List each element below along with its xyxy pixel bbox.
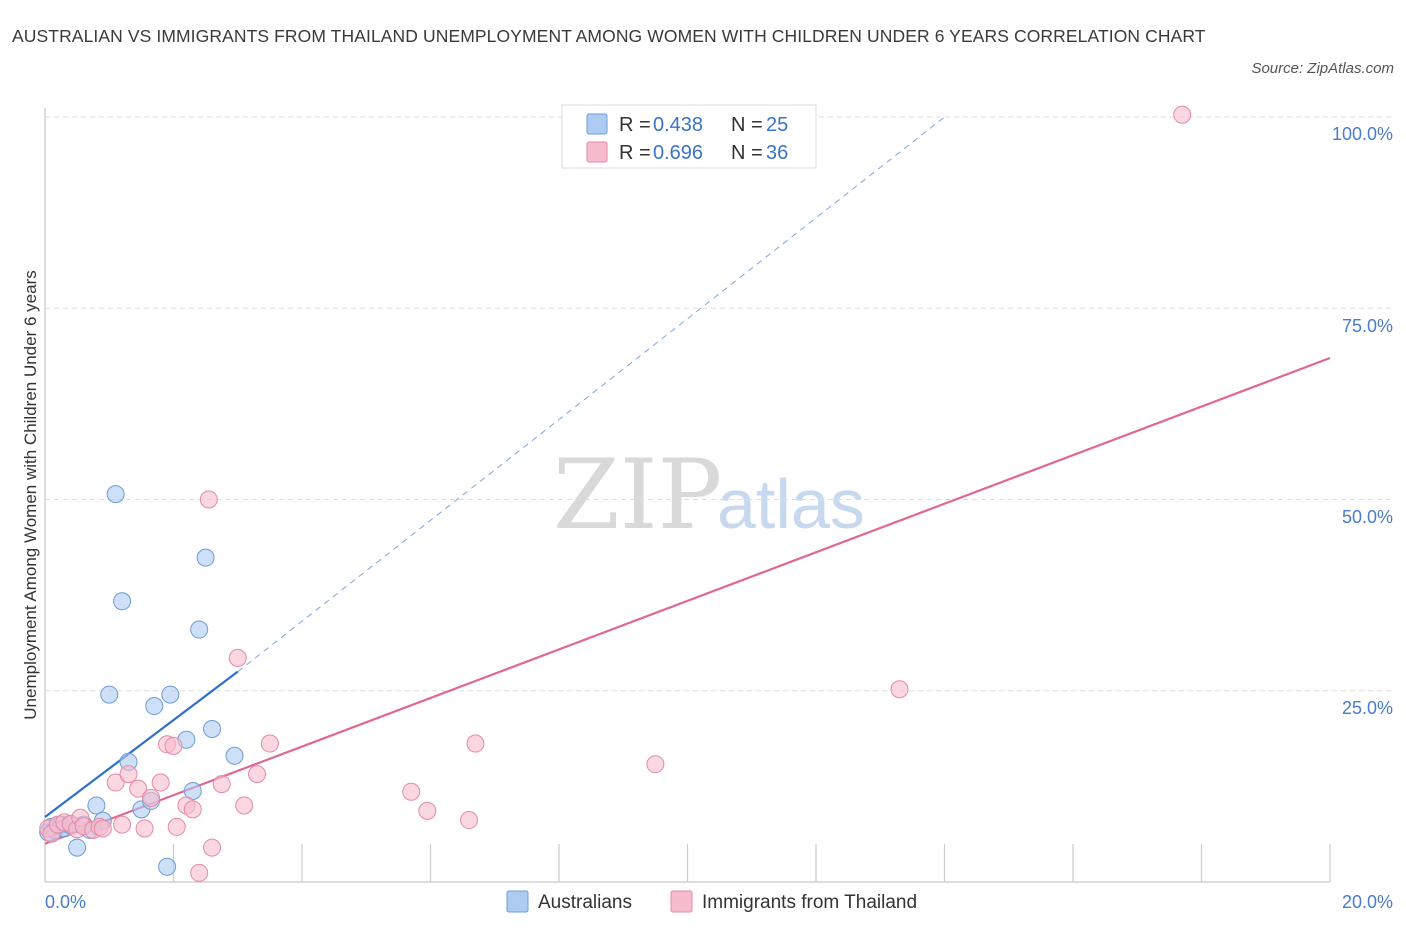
point-thailand-14: [129, 779, 148, 798]
point-thailand-11: [106, 773, 125, 792]
source-label: Source: ZipAtlas.com: [1251, 60, 1394, 77]
point-australians-11: [106, 485, 125, 504]
trend-line-thailand: [44, 356, 1331, 845]
point-thailand-15: [135, 819, 154, 838]
point-australians-13: [113, 592, 132, 611]
legend-top: R = 0.438 N = 25 R = 0.696 N = 36: [561, 104, 817, 169]
point-thailand-28: [235, 796, 254, 815]
x-tick-label-min: 0.0%: [45, 892, 86, 912]
legend-n-label-2: N =: [731, 142, 763, 164]
point-thailand-35: [646, 755, 665, 774]
trend-line-australians: [44, 670, 239, 818]
trend-line-australians-extension: [237, 116, 945, 673]
point-thailand-26: [199, 490, 218, 509]
y-tick-label-100: 100.0%: [1332, 124, 1393, 144]
bottom-legend-swatch-thailand: [670, 890, 693, 913]
legend-swatch-australians: [586, 113, 608, 135]
point-thailand-29: [248, 765, 267, 784]
point-thailand-12: [113, 815, 132, 834]
point-thailand-20: [167, 817, 186, 836]
axes: [44, 108, 1331, 883]
point-thailand-25: [212, 775, 231, 794]
point-thailand-27: [228, 648, 247, 667]
y-tick-label-50: 50.0%: [1342, 507, 1393, 527]
chart-title: AUSTRALIAN VS IMMIGRANTS FROM THAILAND U…: [12, 26, 1206, 46]
trend-lines: [44, 116, 1331, 845]
watermark-zip: ZIP: [553, 439, 722, 551]
legend-r-label-2: R =: [619, 142, 651, 164]
point-thailand-37: [1173, 105, 1192, 124]
point-thailand-31: [402, 782, 421, 801]
point-australians-12: [100, 685, 119, 704]
y-tick-label-75: 75.0%: [1342, 316, 1393, 336]
legend-n-label-1: N =: [731, 114, 763, 136]
y-tick-label-25: 25.0%: [1342, 698, 1393, 718]
point-australians-24: [203, 720, 222, 738]
watermark-atlas: atlas: [717, 465, 865, 543]
point-australians-6: [68, 838, 87, 857]
point-thailand-22: [183, 800, 202, 819]
point-australians-18: [158, 857, 177, 876]
point-thailand-23: [190, 863, 209, 882]
point-australians-9: [87, 796, 106, 815]
point-thailand-10: [93, 819, 112, 838]
legend-bottom: Australians Immigrants from Thailand: [506, 890, 917, 913]
point-thailand-16: [142, 788, 161, 807]
point-australians-25: [225, 746, 244, 765]
legend-r-label-1: R =: [619, 114, 651, 136]
point-thailand-30: [260, 734, 279, 753]
point-australians-23: [196, 548, 215, 567]
point-thailand-32: [418, 801, 437, 820]
legend-swatch-thailand: [586, 141, 608, 163]
point-australians-19: [161, 685, 180, 704]
point-australians-22: [190, 620, 209, 639]
point-thailand-13: [119, 765, 138, 784]
point-thailand-34: [466, 734, 485, 753]
bottom-legend-label-thailand: Immigrants from Thailand: [702, 892, 917, 913]
point-australians-17: [145, 697, 164, 716]
y-axis-title: Unemployment Among Women with Children U…: [21, 270, 40, 719]
x-tick-label-max: 20.0%: [1342, 892, 1393, 912]
point-thailand-17: [151, 773, 170, 792]
data-points: [39, 105, 1192, 882]
legend-n-value-1: 25: [766, 114, 788, 136]
legend-n-value-2: 36: [766, 142, 788, 164]
grid-lines: [45, 116, 1392, 692]
legend-r-value-1: 0.438: [653, 114, 703, 136]
legend-r-value-2: 0.696: [653, 142, 703, 164]
point-thailand-33: [460, 811, 479, 830]
point-thailand-19: [164, 736, 183, 755]
bottom-legend-label-australians: Australians: [538, 892, 632, 913]
point-thailand-36: [890, 680, 909, 699]
point-thailand-24: [203, 838, 222, 857]
bottom-legend-swatch-australians: [506, 890, 529, 913]
